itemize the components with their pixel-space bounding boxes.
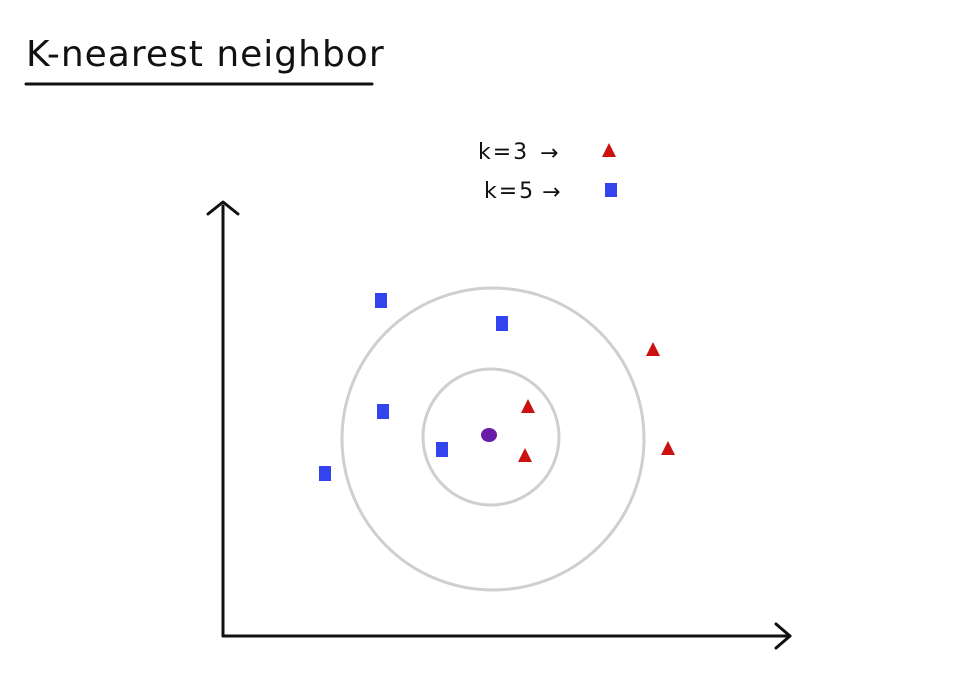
data-point-triangle (661, 441, 675, 455)
data-point-square (436, 442, 448, 457)
neighborhood-circle-k3 (421, 367, 561, 507)
data-point-square (319, 466, 331, 481)
query-point (481, 428, 497, 442)
data-point-triangle (518, 448, 532, 462)
page-title: K-nearest neighbor (26, 34, 385, 75)
legend: k=3 → k=5 → (478, 140, 617, 205)
legend-arrow-k3: → (540, 141, 560, 166)
data-point-triangle (521, 399, 535, 413)
neighborhood-circle-k5 (340, 286, 646, 592)
data-point-square (375, 293, 387, 308)
x-axis-arrowhead (774, 622, 792, 650)
data-point-triangle (646, 342, 660, 356)
data-point-square (496, 316, 508, 331)
y-axis-arrowhead (206, 200, 240, 216)
legend-item-k3: k=3 → (478, 140, 616, 166)
legend-triangle-icon (602, 143, 616, 157)
legend-square-icon (605, 183, 617, 197)
axes (206, 200, 792, 650)
data-point-square (377, 404, 389, 419)
data-points (319, 293, 675, 481)
legend-item-k5: k=5 → (484, 179, 617, 205)
legend-arrow-k5: → (542, 180, 562, 205)
legend-label-k5: k=5 (484, 179, 535, 204)
legend-label-k3: k=3 (478, 140, 529, 165)
